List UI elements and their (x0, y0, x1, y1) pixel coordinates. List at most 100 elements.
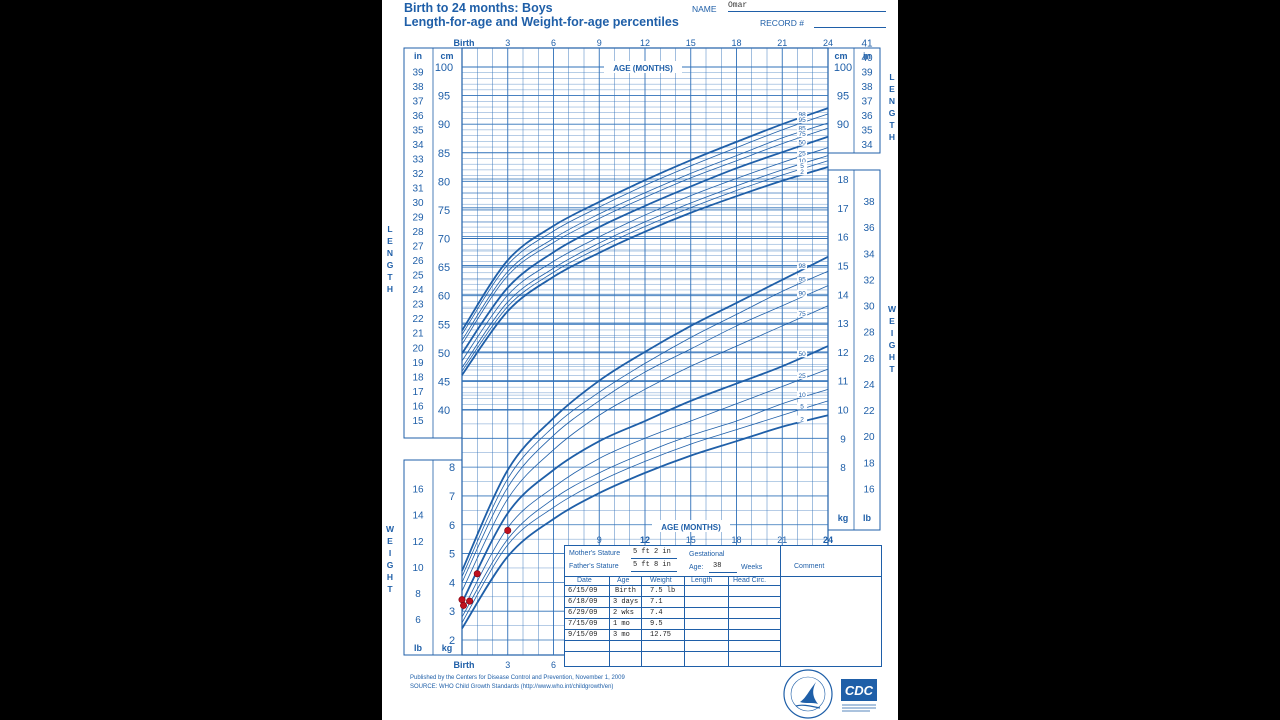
kg-tick-label: 14 (837, 290, 849, 301)
inch-tick-label: 38 (412, 82, 424, 93)
cm-tick-label: 80 (438, 176, 450, 188)
kg-tick-label: 4 (449, 577, 455, 589)
row-date[interactable]: 9/15/09 (568, 631, 598, 639)
weight-axis-letter: T (889, 364, 895, 374)
patient-weight-point[interactable] (466, 597, 474, 605)
in-unit-label: in (414, 51, 422, 61)
length-percentile-curve-98 (461, 107, 829, 332)
x-tick-label-21: 21 (777, 535, 787, 545)
row-date[interactable]: 6/18/09 (568, 598, 598, 606)
record-field[interactable] (814, 27, 886, 28)
chart-title: Birth to 24 months: Boys (404, 1, 553, 15)
length-axis-letter: N (889, 96, 895, 106)
percentile-label-bg (797, 415, 808, 423)
lb-tick-label: 22 (863, 406, 875, 417)
row-age[interactable]: 1 mo (613, 620, 630, 628)
col-weight-header: Weight (650, 577, 672, 584)
x-tick-label-24: 24 (823, 38, 833, 48)
percentile-label-bg (797, 275, 808, 283)
length-percentile-label: 5 (800, 163, 804, 170)
row-age[interactable]: 3 mo (613, 631, 630, 639)
weeks-label: Weeks (741, 564, 763, 571)
name-field[interactable]: Omar (728, 1, 886, 12)
x-tick-label-18: 18 (731, 38, 741, 48)
cm-tick-label: 60 (438, 291, 450, 303)
length-axis-letter: N (387, 248, 393, 258)
patient-weight-point[interactable] (504, 527, 512, 535)
cm-tick-label: 100 (435, 62, 453, 74)
length-axis-letter: E (387, 236, 393, 246)
row-date[interactable]: 6/29/09 (568, 609, 598, 617)
inch-tick-label: 28 (412, 227, 424, 238)
kg-tick-label: 11 (838, 377, 849, 388)
kg-tick-label: 8 (449, 462, 455, 474)
row-weight[interactable]: 7.1 (650, 598, 663, 606)
x-tick-label-15: 15 (686, 535, 696, 545)
growth-chart-svg: BirthBirth33669912121515181821212424AGE … (386, 38, 897, 670)
lb-unit-label: lb (414, 643, 423, 653)
lb-tick-label: 34 (863, 249, 875, 260)
col-date-header: Date (577, 577, 592, 584)
row-age[interactable]: Birth (615, 587, 637, 595)
lb-tick-label: 16 (412, 485, 424, 496)
weight-axis-letter: I (891, 328, 893, 338)
row-date[interactable]: 7/15/09 (568, 620, 598, 628)
lb-tick-label: 18 (863, 458, 875, 469)
cm-tick-label: 90 (837, 119, 849, 131)
inch-tick-label: 35 (861, 125, 873, 136)
length-axis-letter: L (387, 224, 392, 234)
inch-tick-label: 27 (412, 242, 424, 253)
percentile-label-bg (797, 289, 808, 297)
inch-tick-label: 15 (412, 416, 424, 427)
row-weight[interactable]: 7.5 lb (650, 587, 676, 595)
patient-weight-point[interactable] (458, 596, 466, 604)
weight-percentile-curve-75 (461, 305, 829, 592)
kg-tick-label: 16 (837, 233, 849, 244)
x-tick-label-9: 9 (597, 38, 602, 48)
col-length-header: Length (691, 577, 713, 584)
length-percentile-label: 98 (798, 111, 806, 118)
x-tick-label-18: 18 (731, 535, 741, 545)
inch-tick-label: 36 (861, 111, 873, 122)
row-age[interactable]: 3 days (613, 598, 639, 606)
weight-percentile-curve-90 (461, 285, 829, 583)
length-axis-letter: T (387, 272, 393, 282)
gestational-age-value[interactable]: 38 (713, 562, 722, 570)
row-age[interactable]: 2 wks (613, 609, 635, 617)
lb-tick-label: 36 (863, 223, 875, 234)
weight-axis-letter: T (387, 584, 393, 594)
patient-weight-point[interactable] (473, 570, 481, 578)
length-axis-letter: H (889, 132, 895, 142)
cdc-logo: CDC (841, 679, 877, 712)
father-stature-value[interactable]: 5 ft 8 in (633, 561, 671, 569)
weight-percentile-label: 90 (798, 291, 806, 298)
weight-percentile-label: 25 (798, 373, 806, 380)
inch-tick-label: 39 (861, 67, 873, 78)
lb-tick-label: 20 (863, 432, 875, 443)
length-percentile-curve-5 (461, 160, 829, 372)
weight-percentile-label: 50 (798, 351, 806, 358)
x-axis-label: AGE (MONTHS) (613, 64, 673, 73)
percentile-label-bg (797, 309, 808, 317)
inch-tick-label: 25 (412, 271, 424, 282)
col-age-header: Age (617, 577, 630, 584)
weight-percentile-label: 10 (798, 392, 806, 399)
row-weight[interactable]: 9.5 (650, 620, 663, 628)
row-date[interactable]: 6/15/09 (568, 587, 598, 595)
inch-tick-label: 33 (412, 154, 424, 165)
lb-tick-label: 12 (412, 537, 424, 548)
kg-tick-label: 2 (449, 635, 455, 647)
row-weight[interactable]: 12.75 (650, 631, 672, 639)
weight-percentile-curve-98 (461, 255, 829, 572)
row-weight[interactable]: 7.4 (650, 609, 663, 617)
length-percentile-label: 10 (798, 158, 806, 165)
cm-tick-label: 70 (438, 234, 450, 246)
inch-tick-label: 24 (412, 285, 424, 296)
length-percentile-curve-95 (461, 113, 829, 335)
kg-unit-label: kg (838, 513, 849, 523)
inch-tick-label: 38 (861, 82, 873, 93)
patient-weight-point[interactable] (460, 601, 468, 609)
mother-stature-value[interactable]: 5 ft 2 in (633, 548, 671, 556)
x-tick-label-21: 21 (777, 38, 787, 48)
kg-tick-label: 17 (837, 204, 849, 215)
